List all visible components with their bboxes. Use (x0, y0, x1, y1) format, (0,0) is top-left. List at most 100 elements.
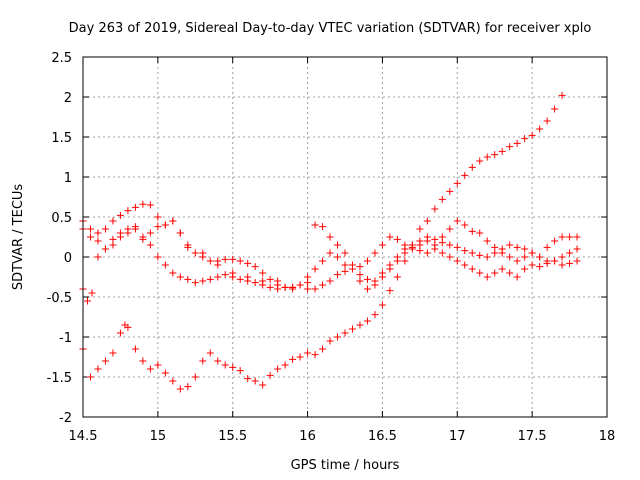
data-point (401, 257, 409, 265)
data-point (348, 325, 356, 333)
data-point (296, 281, 304, 289)
x-axis-label: GPS time / hours (291, 458, 400, 473)
data-point (378, 301, 386, 309)
data-point (536, 263, 544, 271)
data-point (229, 363, 237, 371)
data-point (214, 357, 222, 365)
data-point (124, 207, 132, 215)
data-point (573, 233, 581, 241)
data-point (326, 233, 334, 241)
data-point (356, 263, 364, 271)
y-tick-label: 2.5 (51, 51, 72, 66)
series-track-rising (79, 91, 566, 393)
data-point (491, 249, 499, 257)
data-point (206, 257, 214, 265)
y-tick-labels: -2 -1.5 -1 -0.5 0 0.5 1 1.5 2 2.5 (47, 51, 72, 426)
data-point (558, 233, 566, 241)
data-points (79, 91, 581, 393)
data-point (476, 269, 484, 277)
data-point (461, 261, 469, 269)
data-point (483, 253, 491, 261)
data-point (214, 273, 222, 281)
data-point (131, 345, 139, 353)
y-tick-label: 2 (64, 91, 72, 106)
x-tick-label: 16.5 (368, 429, 397, 444)
data-point (573, 257, 581, 265)
data-point (334, 271, 342, 279)
data-point (573, 245, 581, 253)
data-point (109, 349, 117, 357)
data-point (506, 143, 514, 151)
data-point (393, 273, 401, 281)
y-tick-label: 0.5 (51, 211, 72, 226)
data-point (446, 241, 454, 249)
data-point (146, 241, 154, 249)
data-point (139, 357, 147, 365)
data-point (191, 279, 199, 287)
data-point (393, 257, 401, 265)
data-point (221, 255, 229, 263)
data-point (491, 151, 499, 159)
data-point (453, 243, 461, 251)
data-point (311, 265, 319, 273)
series-track-upper (79, 200, 581, 293)
data-point (176, 229, 184, 237)
data-point (453, 179, 461, 187)
data-point (513, 273, 521, 281)
data-point (468, 163, 476, 171)
data-point (446, 225, 454, 233)
data-point (319, 257, 327, 265)
plot-frame (82, 56, 608, 418)
data-point (199, 277, 207, 285)
data-point (86, 373, 94, 381)
data-point (236, 257, 244, 265)
data-point (221, 271, 229, 279)
data-point (521, 135, 529, 143)
data-point (356, 271, 364, 279)
data-point (408, 243, 416, 251)
data-point (378, 241, 386, 249)
data-point (83, 297, 91, 305)
data-point (154, 253, 162, 261)
data-point (558, 91, 566, 99)
data-point (161, 261, 169, 269)
data-point (146, 201, 154, 209)
data-point (161, 221, 169, 229)
data-point (311, 221, 319, 229)
data-point (199, 357, 207, 365)
data-point (558, 261, 566, 269)
data-point (416, 225, 424, 233)
data-point (139, 200, 147, 208)
data-point (161, 369, 169, 377)
data-point (461, 247, 469, 255)
data-point (551, 105, 559, 113)
data-point (229, 255, 237, 263)
x-tick-label: 15.5 (218, 429, 247, 444)
y-tick-label: 1 (64, 171, 72, 186)
data-point (506, 253, 514, 261)
y-tick-label: -0.5 (47, 291, 72, 306)
data-point (566, 233, 574, 241)
data-point (214, 261, 222, 269)
data-point (341, 261, 349, 269)
data-point (191, 249, 199, 257)
data-point (341, 267, 349, 275)
data-point (363, 317, 371, 325)
data-point (483, 237, 491, 245)
data-point (251, 263, 259, 271)
data-point (521, 245, 529, 253)
data-point (438, 239, 446, 247)
data-point (401, 249, 409, 257)
data-point (169, 217, 177, 225)
data-point (146, 365, 154, 373)
data-point (551, 257, 559, 265)
data-point (558, 253, 566, 261)
data-point (311, 351, 319, 359)
data-point (431, 205, 439, 213)
data-point (551, 237, 559, 245)
data-point (266, 371, 274, 379)
data-point (94, 237, 102, 245)
data-point (131, 203, 139, 211)
data-point (266, 283, 274, 291)
data-point (311, 285, 319, 293)
